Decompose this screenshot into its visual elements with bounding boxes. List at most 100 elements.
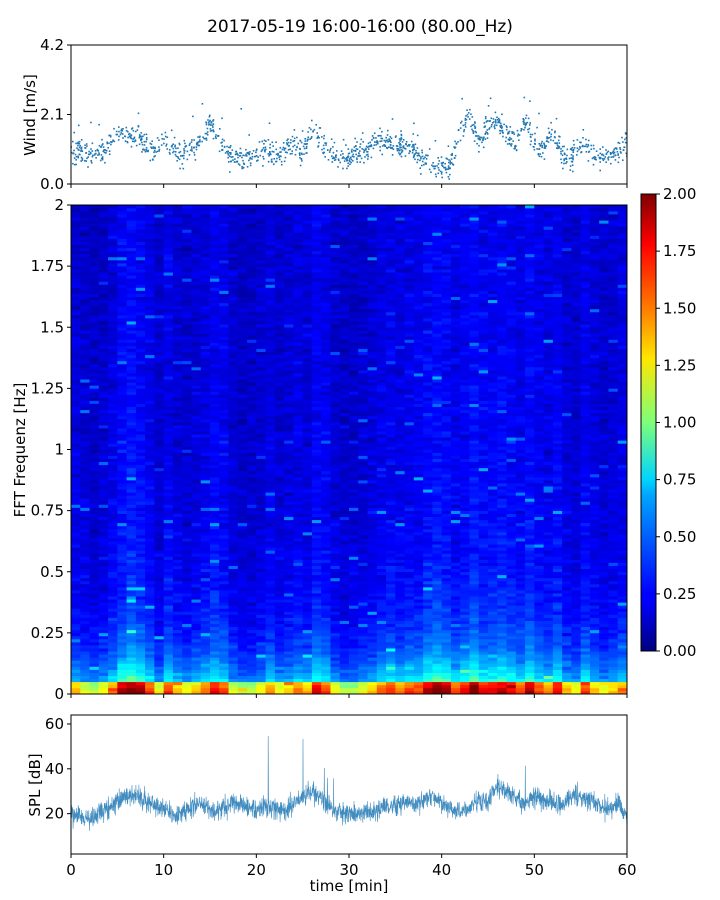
- spectrogram-cell: [247, 348, 257, 352]
- spectrogram-cell: [89, 464, 100, 469]
- spectrogram-cell: [219, 611, 229, 615]
- wind-point: [614, 159, 617, 161]
- spectrogram-cell: [256, 354, 266, 359]
- spectrogram-cell: [117, 675, 127, 680]
- spectrogram-cell: [108, 660, 118, 664]
- spectrogram-cell: [274, 638, 285, 643]
- spectrogram-cell: [80, 675, 90, 680]
- spectrogram-cell: [219, 443, 229, 447]
- wind-point: [394, 136, 397, 138]
- spectrogram-cell: [117, 339, 127, 343]
- spectrogram-cell: [191, 339, 202, 343]
- spectrogram-cell: [154, 620, 164, 625]
- wind-point: [601, 153, 604, 156]
- spectrogram-cell: [154, 446, 164, 450]
- spectrogram-cell: [98, 623, 109, 628]
- spectrogram-cell: [89, 305, 100, 310]
- wind-point: [383, 139, 386, 142]
- spectrogram-cell: [265, 220, 276, 224]
- spectrogram-cell: [117, 293, 127, 297]
- spectrogram-cell: [237, 403, 248, 408]
- spectrogram-cell: [200, 642, 211, 646]
- spectrogram-cell: [71, 385, 81, 389]
- spectrogram-cell: [126, 574, 137, 579]
- wind-point: [470, 125, 472, 128]
- spectrogram-cell: [71, 629, 81, 634]
- wind-point: [536, 126, 538, 129]
- spectrogram-cell: [163, 629, 174, 634]
- spectrogram-cell: [247, 333, 257, 337]
- spectrogram-cell: [274, 657, 285, 661]
- spectrogram-cell: [219, 266, 229, 270]
- spectrogram-cell: [71, 648, 81, 652]
- spectrogram-cell: [237, 461, 248, 466]
- wind-point: [474, 125, 476, 128]
- spectrogram-cell: [182, 446, 192, 450]
- wind-point: [516, 129, 519, 132]
- spectrogram-cell: [172, 522, 183, 527]
- spectrogram-cell: [172, 547, 183, 551]
- wind-point: [169, 153, 171, 155]
- spectrogram-cell: [89, 269, 100, 273]
- spectrogram-cell: [154, 678, 164, 683]
- spectrogram-cell: [247, 635, 257, 640]
- spectrogram-cell: [247, 657, 257, 661]
- wind-point: [322, 144, 325, 147]
- spectrogram-cell: [265, 269, 276, 273]
- spectrogram-cell: [265, 580, 276, 585]
- spectrogram-cell: [237, 657, 248, 661]
- spectrogram-cell: [247, 660, 257, 664]
- spectrogram-cell: [126, 510, 137, 514]
- spectrogram-cell: [200, 290, 211, 294]
- spectrogram-cell: [210, 382, 220, 386]
- spectrogram-cell: [172, 516, 183, 521]
- spectrogram-cell: [117, 635, 127, 640]
- spectrogram-cell: [210, 449, 220, 453]
- spectrogram-cell: [108, 391, 118, 395]
- spectrogram-cell: [163, 498, 174, 502]
- wind-point: [408, 144, 410, 146]
- spectrogram-cell: [117, 690, 127, 694]
- wind-point: [229, 146, 231, 149]
- wind-point: [566, 161, 568, 163]
- wind-point: [599, 161, 601, 163]
- spectrogram-cell: [172, 431, 183, 435]
- spectrogram-cell: [145, 516, 155, 521]
- spectrogram-cell: [89, 620, 100, 625]
- spectrogram-cell: [219, 357, 229, 362]
- spectrogram-cell: [80, 593, 90, 597]
- spectrogram-cell: [210, 635, 220, 640]
- spectrogram-cell: [108, 602, 118, 606]
- spectrogram-cell: [265, 360, 276, 365]
- spectrogram-cell: [200, 321, 211, 325]
- wind-point: [353, 149, 355, 152]
- spectrogram-cell: [89, 596, 100, 600]
- wind-point: [444, 166, 447, 169]
- wind-point: [149, 142, 152, 145]
- spectrogram-cell: [163, 617, 174, 621]
- spectrogram-cell: [98, 336, 109, 340]
- spectrogram-cell: [182, 577, 192, 582]
- spectrogram-cell: [145, 409, 155, 414]
- spectrogram-cell: [117, 629, 127, 634]
- spectrogram-cell: [219, 657, 229, 661]
- spectrogram-cell: [163, 308, 174, 313]
- spectrogram-cell: [274, 669, 285, 673]
- spectrogram-cell: [237, 464, 248, 469]
- spectrogram-cell: [172, 477, 183, 481]
- wind-point: [383, 144, 386, 146]
- spectrogram-cell: [117, 223, 127, 227]
- spectrogram-cell: [117, 532, 127, 536]
- wind-point: [130, 134, 133, 137]
- spectrogram-cell: [108, 217, 118, 221]
- spectrogram-cell: [117, 654, 127, 658]
- wind-point: [267, 160, 270, 163]
- spectrogram-cell: [210, 583, 220, 588]
- spectrogram-cell: [117, 287, 127, 291]
- spectrogram-cell: [71, 638, 81, 643]
- spectrogram-cell: [191, 593, 202, 597]
- wind-point: [304, 138, 306, 140]
- spectrogram-cell: [71, 574, 81, 579]
- wind-point: [525, 114, 528, 117]
- wind-point: [486, 129, 489, 131]
